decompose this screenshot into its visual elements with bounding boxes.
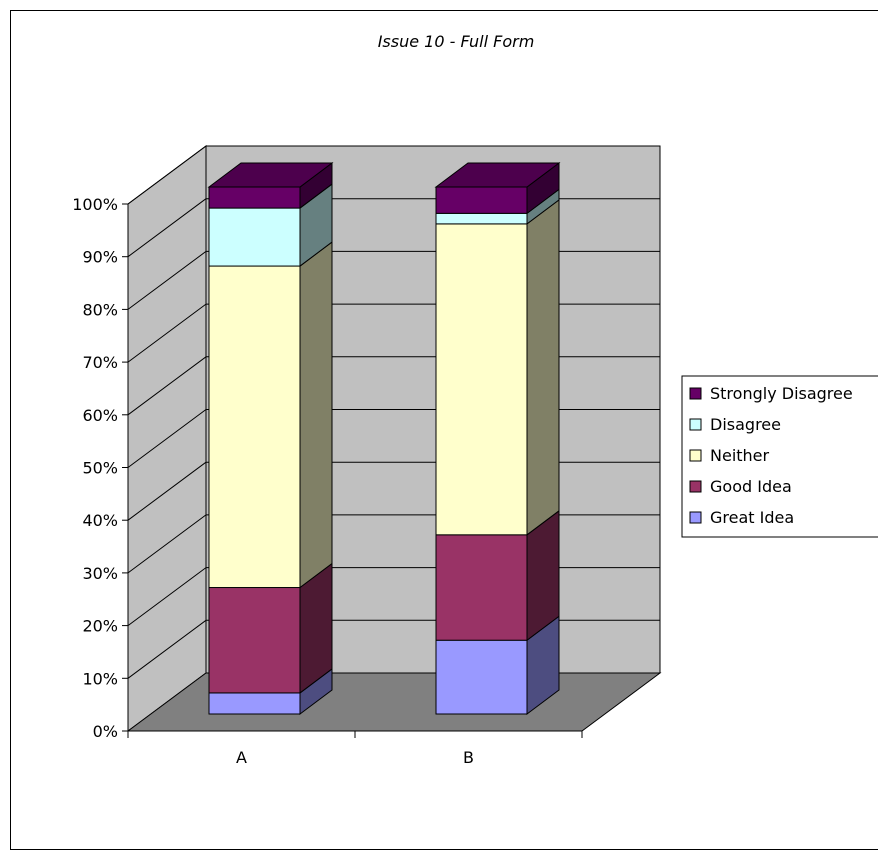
- axes: 0% 10% 20% 30% 40% 50% 60% 70% 80% 90% 100% A B: [72, 195, 583, 767]
- legend-swatch: [689, 418, 702, 431]
- legend-label: Neither: [710, 446, 770, 465]
- bar-segment: [207, 162, 334, 210]
- bar-front: [435, 534, 528, 641]
- gridline: [127, 145, 207, 205]
- bar-top: [434, 162, 561, 188]
- floor: [126, 672, 662, 732]
- y-tick-label: 70%: [82, 353, 118, 372]
- legend-label: Strongly Disagree: [710, 384, 853, 403]
- bar-front: [435, 212, 528, 225]
- bar-front: [208, 265, 301, 589]
- gridline: [127, 409, 207, 468]
- bar-front: [435, 223, 528, 536]
- legend-label: Good Idea: [710, 477, 792, 496]
- gridline: [127, 250, 207, 310]
- bar-front: [435, 639, 528, 715]
- bar-segment: [435, 509, 560, 642]
- gridline: [127, 198, 207, 258]
- bars: [207, 162, 561, 715]
- legend: Strongly Disagree Disagree Neither Good Ide…: [681, 375, 878, 538]
- y-tick-label: 30%: [82, 564, 118, 583]
- bar-top: [207, 162, 334, 188]
- legend-swatch: [689, 480, 702, 493]
- y-tick-label: 40%: [82, 511, 118, 530]
- gridline: [127, 356, 207, 416]
- y-tick-label: 20%: [82, 617, 118, 636]
- gridline: [127, 303, 207, 363]
- bar-segment: [208, 241, 333, 589]
- legend-swatch: [689, 387, 702, 400]
- gridline: [127, 461, 207, 521]
- gridline: [127, 514, 207, 574]
- x-tick-label: B: [463, 748, 474, 767]
- gridline: [127, 619, 207, 679]
- y-tick-label: 50%: [82, 459, 118, 478]
- bar-front: [208, 207, 301, 267]
- bar-segment: [208, 667, 333, 715]
- legend-swatch: [689, 449, 702, 462]
- y-tick-label: 100%: [72, 195, 118, 214]
- y-tick-label: 80%: [82, 300, 118, 319]
- bar-front: [435, 186, 528, 214]
- bar-segment: [435, 615, 560, 715]
- bar-segment: [208, 562, 333, 694]
- y-tick-label: 60%: [82, 406, 118, 425]
- legend-label: Disagree: [710, 415, 781, 434]
- bar-front: [208, 186, 301, 209]
- bar-front: [208, 587, 301, 694]
- y-tick-label: 90%: [82, 248, 118, 267]
- legend-swatch: [689, 511, 702, 524]
- bar-front: [208, 692, 301, 715]
- legend-label: Great Idea: [710, 508, 794, 527]
- y-tick-label: 0%: [93, 722, 118, 741]
- bar-side: [299, 241, 333, 589]
- bar-segment: [434, 162, 561, 215]
- bar-side: [526, 198, 560, 536]
- gridline: [127, 567, 207, 627]
- y-tick-label: 10%: [82, 669, 118, 688]
- chart-walls: [126, 145, 662, 732]
- chart-title: Issue 10 - Full Form: [378, 32, 535, 51]
- x-tick-label: A: [236, 748, 247, 767]
- bar-segment: [435, 198, 560, 536]
- legend-box: [681, 375, 878, 538]
